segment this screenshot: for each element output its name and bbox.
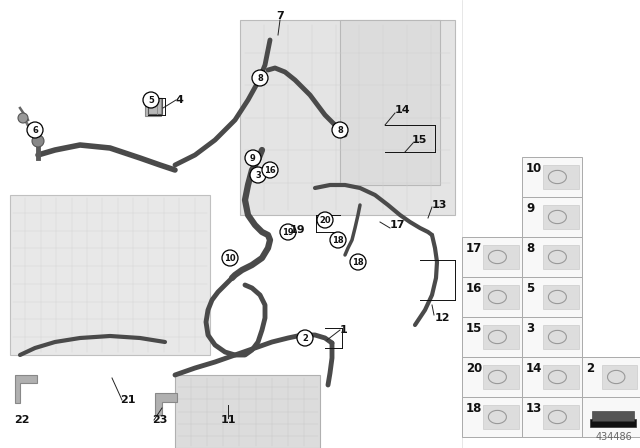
Circle shape (252, 70, 268, 86)
Circle shape (317, 212, 333, 228)
Bar (602, 365, 637, 389)
Circle shape (245, 150, 261, 166)
Bar (462, 237, 522, 277)
Bar (175, 375, 320, 448)
Bar (462, 277, 522, 317)
Text: 1: 1 (340, 325, 348, 335)
Circle shape (32, 135, 44, 147)
Polygon shape (15, 375, 37, 403)
Bar (543, 365, 579, 389)
Bar (148, 98, 162, 114)
Circle shape (350, 254, 366, 270)
Text: 8: 8 (526, 242, 534, 255)
Text: 2: 2 (302, 333, 308, 343)
Bar (522, 277, 582, 317)
Text: 19: 19 (290, 225, 306, 235)
Bar (582, 357, 640, 397)
Bar (340, 20, 440, 185)
Bar (543, 405, 579, 429)
Text: 19: 19 (282, 228, 294, 237)
Bar (522, 317, 582, 357)
Text: 15: 15 (412, 135, 428, 145)
Bar (462, 397, 522, 437)
Text: 5: 5 (148, 95, 154, 104)
Text: 8: 8 (337, 125, 343, 134)
Text: 9: 9 (526, 202, 534, 215)
Circle shape (143, 92, 159, 108)
Bar (543, 325, 579, 349)
Text: 5: 5 (526, 282, 534, 295)
Text: 3: 3 (255, 171, 261, 180)
Bar (483, 325, 519, 349)
Bar (522, 357, 582, 397)
Text: 20: 20 (466, 362, 483, 375)
Text: 7: 7 (276, 11, 284, 21)
Bar (582, 397, 640, 437)
Bar (543, 285, 579, 309)
Text: 20: 20 (319, 215, 331, 224)
Text: 10: 10 (224, 254, 236, 263)
Bar (543, 205, 579, 229)
Bar (590, 419, 636, 427)
Bar (240, 20, 455, 215)
Text: 434486: 434486 (595, 432, 632, 442)
Circle shape (27, 122, 43, 138)
Bar (10, 195, 210, 355)
Text: 22: 22 (14, 415, 29, 425)
Text: 18: 18 (466, 402, 483, 415)
Text: 16: 16 (466, 282, 483, 295)
Bar (522, 197, 582, 237)
Text: 3: 3 (526, 322, 534, 335)
Circle shape (332, 122, 348, 138)
Bar (462, 317, 522, 357)
Text: 17: 17 (466, 242, 483, 255)
Text: 13: 13 (432, 200, 447, 210)
Text: 4: 4 (175, 95, 183, 105)
Bar (462, 357, 522, 397)
Text: 23: 23 (152, 415, 168, 425)
Text: 14: 14 (526, 362, 542, 375)
Circle shape (330, 232, 346, 248)
Bar (543, 245, 579, 269)
Circle shape (222, 250, 238, 266)
Text: 17: 17 (390, 220, 406, 230)
Text: 10: 10 (526, 162, 542, 175)
Circle shape (262, 162, 278, 178)
Polygon shape (155, 393, 177, 415)
Text: 13: 13 (526, 402, 542, 415)
Circle shape (297, 330, 313, 346)
Text: 16: 16 (264, 165, 276, 175)
Text: 8: 8 (257, 73, 263, 82)
Text: 18: 18 (332, 236, 344, 245)
Bar (543, 165, 579, 189)
Text: 9: 9 (250, 154, 256, 163)
Bar (483, 365, 519, 389)
Bar (483, 245, 519, 269)
Bar (522, 157, 582, 197)
Text: 18: 18 (352, 258, 364, 267)
Circle shape (280, 224, 296, 240)
Text: 2: 2 (586, 362, 594, 375)
Text: 15: 15 (466, 322, 483, 335)
Text: 12: 12 (435, 313, 451, 323)
Bar (483, 285, 519, 309)
Text: 11: 11 (220, 415, 236, 425)
Bar (522, 237, 582, 277)
Text: 6: 6 (32, 125, 38, 134)
Text: 21: 21 (120, 395, 136, 405)
Circle shape (250, 167, 266, 183)
Bar (592, 411, 634, 421)
Bar (145, 98, 161, 116)
Circle shape (18, 113, 28, 123)
Bar (522, 397, 582, 437)
Bar (483, 405, 519, 429)
Text: 14: 14 (395, 105, 411, 115)
